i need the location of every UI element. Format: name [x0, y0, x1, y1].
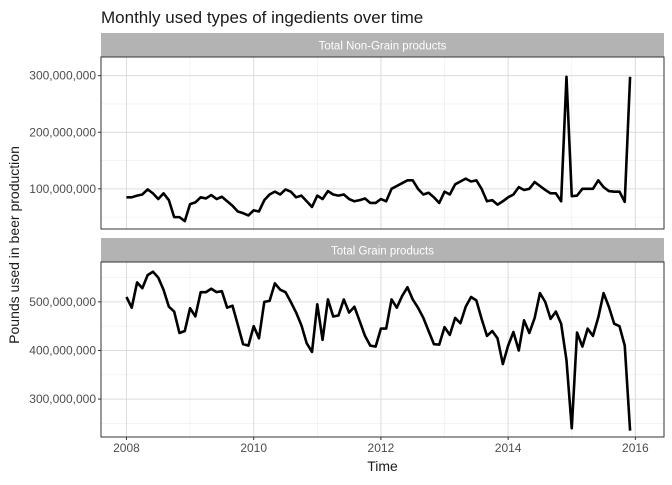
y-tick-label: 300,000,000	[29, 392, 96, 406]
x-tick-label: 2014	[495, 441, 522, 455]
facet-y-ticks: 300,000,000 400,000,000 500,000,000	[29, 295, 101, 406]
facet-grid	[101, 57, 664, 229]
chart-title: Monthly used types of ingedients over ti…	[101, 8, 423, 27]
facet-y-ticks: 100,000,000 200,000,000 300,000,000	[29, 69, 101, 196]
y-tick-label: 500,000,000	[29, 295, 96, 309]
facet-strip	[101, 238, 664, 262]
y-tick-label: 100,000,000	[29, 182, 96, 196]
y-tick-label: 400,000,000	[29, 343, 96, 357]
x-axis-title: Time	[367, 458, 398, 474]
panel-border	[100, 261, 665, 438]
x-tick-label: 2016	[622, 441, 649, 455]
series-line	[126, 75, 632, 223]
facet-strip	[101, 33, 664, 57]
y-tick-label: 200,000,000	[29, 125, 96, 139]
facet-strip-label: Total Non-Grain products	[319, 41, 447, 53]
x-tick-label: 2008	[113, 441, 140, 455]
x-axis: 2008 2010 2012 2014 2016	[113, 437, 649, 455]
x-tick-label: 2010	[240, 441, 267, 455]
facet-strip-label: Total Grain products	[331, 246, 434, 258]
x-tick-label: 2012	[368, 441, 395, 455]
series-line	[125, 270, 632, 431]
facet-grid	[101, 262, 664, 437]
panel-border	[100, 56, 665, 230]
y-tick-label: 300,000,000	[29, 69, 96, 83]
y-axis-title: Pounds used in beer production	[6, 146, 22, 344]
